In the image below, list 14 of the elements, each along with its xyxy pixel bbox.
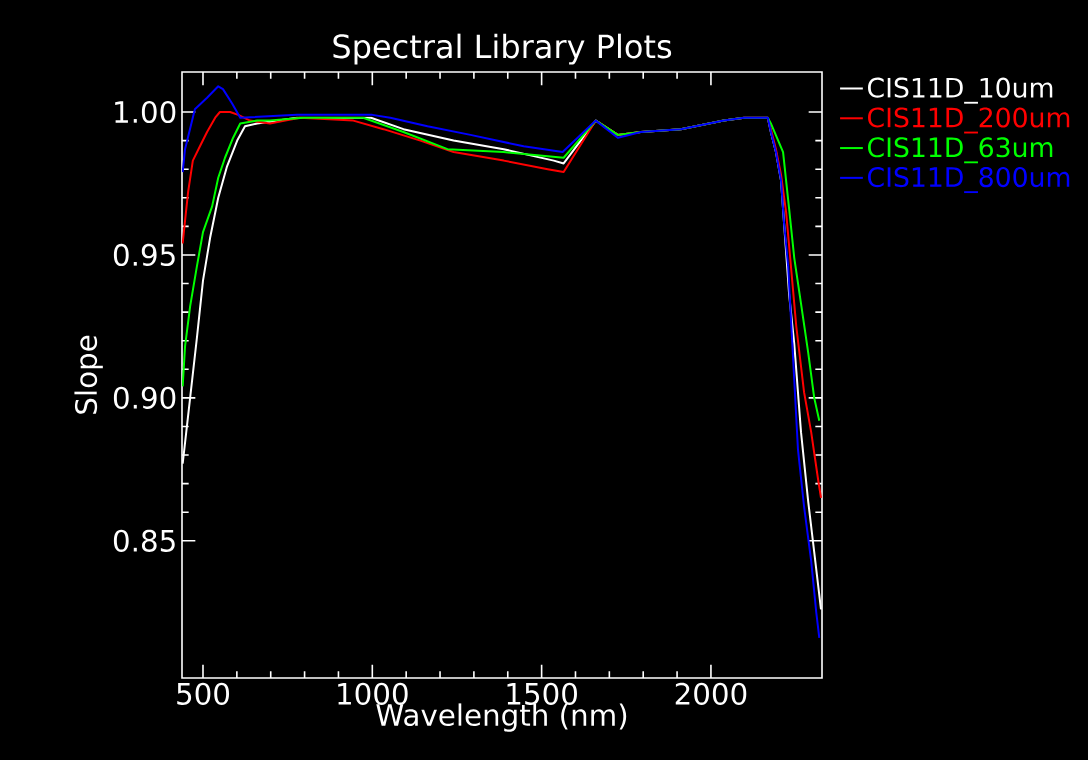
x-tick-label: 1000 [338,682,408,705]
legend-label: CIS11D_10um [868,77,1053,104]
x-tick-label: 500 [177,682,230,705]
chart-title: Spectral Library Plots [333,33,672,65]
legend-label: CIS11D_200um [868,107,1070,134]
legend-label: CIS11D_800um [868,166,1070,194]
y-tick-label: 0.85 [113,529,175,552]
x-tick-label: 2000 [675,682,747,705]
x-tick-label: 1500 [507,682,577,705]
legend-label: CIS11D_63um [868,137,1053,164]
y-tick-label: 0.95 [113,243,175,267]
y-tick-label: 1.00 [115,100,176,124]
y-tick-label: 0.90 [113,386,176,409]
y-axis-title: Slope [74,335,103,414]
